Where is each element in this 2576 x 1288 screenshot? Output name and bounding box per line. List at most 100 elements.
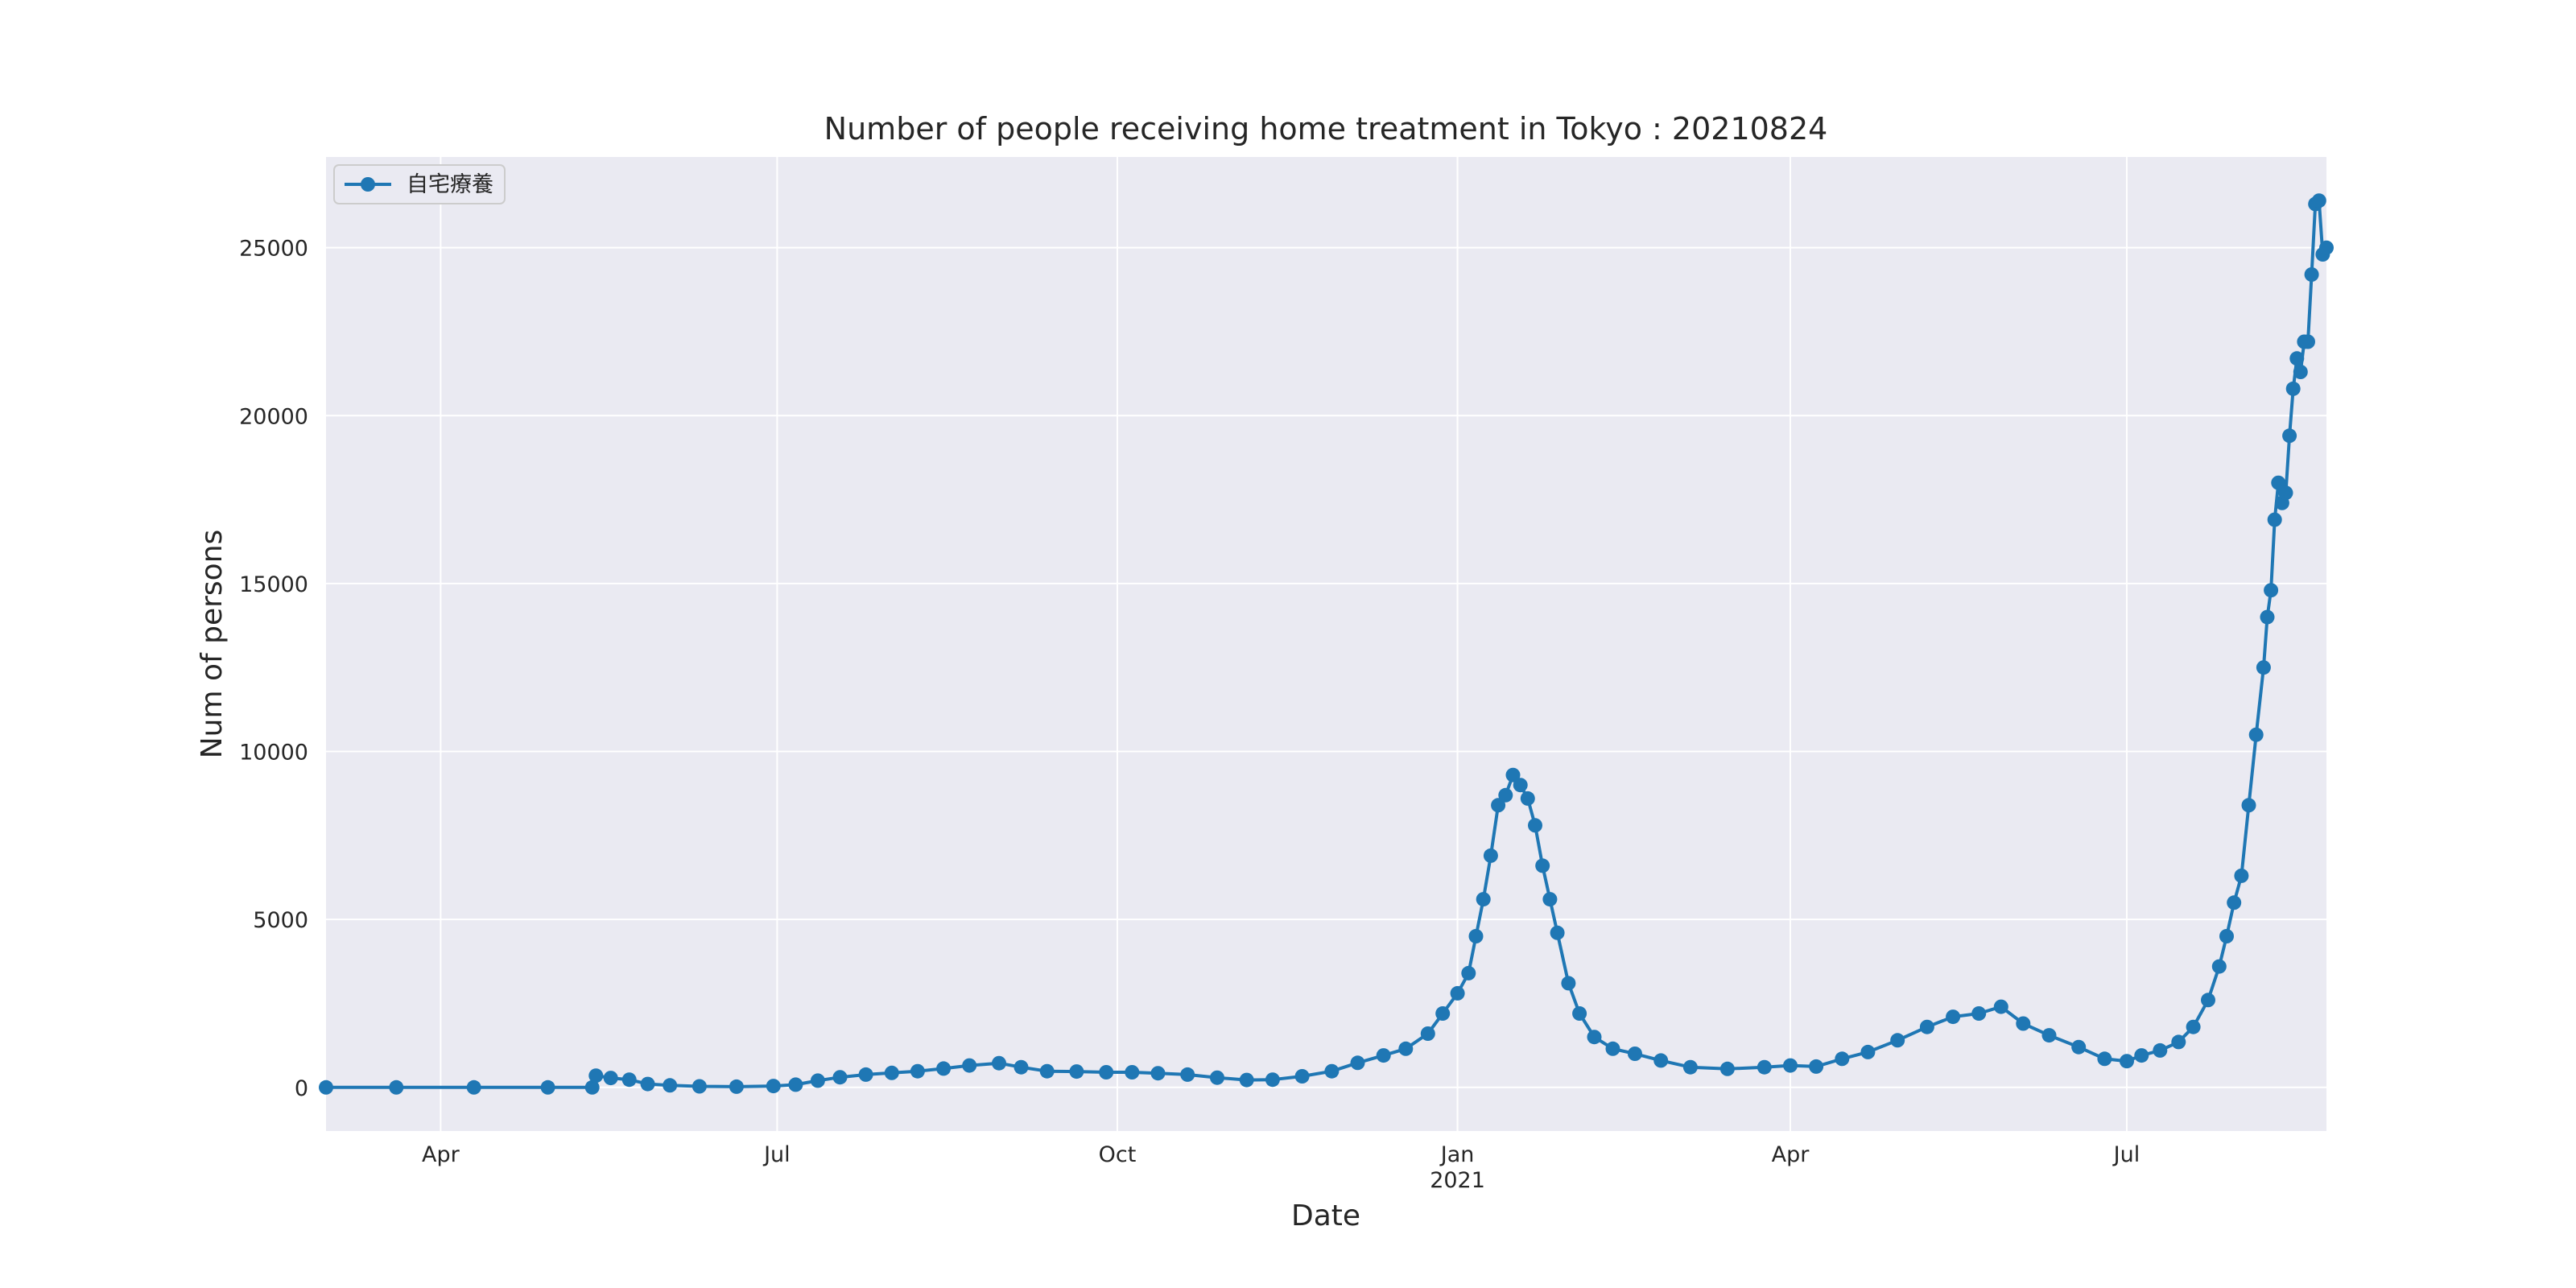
data-point	[936, 1061, 952, 1076]
data-point	[2311, 193, 2326, 208]
data-point	[832, 1070, 848, 1085]
data-point	[1783, 1058, 1798, 1073]
x-tick-label: Jul	[762, 1142, 791, 1167]
data-point	[1294, 1069, 1310, 1084]
data-point	[1505, 767, 1521, 782]
chart-title: Number of people receiving home treatmen…	[824, 111, 1828, 147]
data-point	[1520, 791, 1535, 806]
data-point	[1350, 1055, 1365, 1071]
data-point	[2211, 959, 2227, 974]
data-point	[1919, 1019, 1934, 1034]
y-tick-label: 0	[295, 1076, 308, 1101]
data-point	[1324, 1063, 1340, 1079]
data-point	[1513, 778, 1528, 793]
data-point	[1587, 1030, 1602, 1045]
y-tick-label: 25000	[239, 237, 308, 262]
data-point	[910, 1063, 925, 1079]
x-tick-label: Jan	[1439, 1142, 1475, 1167]
data-point	[1210, 1070, 1224, 1085]
data-point	[1239, 1072, 1254, 1088]
plot-area	[326, 157, 2326, 1131]
x-tick-label: Apr	[1772, 1142, 1810, 1167]
x-tick-label: Apr	[422, 1142, 460, 1167]
data-point	[2271, 475, 2286, 490]
data-point	[810, 1073, 825, 1088]
data-point	[2278, 485, 2293, 501]
x-tick-sublabel: 2021	[1430, 1168, 1485, 1193]
data-point	[1013, 1059, 1029, 1075]
data-point	[2201, 993, 2215, 1008]
data-point	[1719, 1061, 1735, 1076]
data-point	[621, 1072, 637, 1088]
legend-label: 自宅療養	[407, 172, 493, 197]
data-point	[2267, 512, 2282, 527]
data-point	[2153, 1042, 2168, 1058]
data-point	[2289, 351, 2305, 366]
data-point	[1535, 858, 1550, 873]
y-tick-label: 10000	[239, 741, 308, 766]
data-point	[1682, 1059, 1698, 1075]
data-point	[540, 1080, 555, 1095]
data-point	[992, 1055, 1006, 1071]
data-point	[1993, 999, 2008, 1014]
data-point	[2071, 1039, 2087, 1055]
data-point	[2319, 240, 2334, 255]
data-point	[1628, 1046, 1642, 1061]
data-point	[858, 1067, 873, 1082]
data-point	[1398, 1041, 1414, 1056]
data-point	[2041, 1028, 2057, 1043]
data-point	[1069, 1064, 1084, 1080]
data-point	[2186, 1019, 2201, 1034]
data-point	[1890, 1033, 1905, 1048]
data-point	[319, 1080, 333, 1095]
data-point	[1946, 1009, 1961, 1025]
data-point	[588, 1068, 604, 1084]
data-point	[1550, 925, 1565, 940]
data-point	[2097, 1051, 2112, 1067]
data-point	[1605, 1041, 1620, 1056]
data-point	[1420, 1026, 1435, 1041]
data-point	[1468, 929, 1484, 943]
x-axis-label: Date	[1291, 1199, 1360, 1232]
data-point	[2234, 868, 2249, 883]
data-point	[2248, 727, 2264, 742]
data-point	[1561, 976, 1576, 991]
data-point	[2282, 428, 2297, 444]
data-point	[1971, 1006, 1987, 1021]
data-point	[603, 1071, 618, 1086]
data-point	[962, 1058, 977, 1073]
data-point	[1476, 892, 1491, 907]
data-point	[640, 1076, 655, 1092]
data-point	[663, 1078, 678, 1093]
data-point	[2285, 381, 2301, 396]
data-point	[2264, 583, 2279, 598]
data-point	[1498, 787, 1513, 803]
data-point	[766, 1079, 781, 1094]
y-axis-label: Num of persons	[196, 530, 229, 759]
data-point	[691, 1079, 707, 1094]
data-point	[584, 1080, 600, 1095]
data-point	[2260, 609, 2275, 625]
data-point	[1461, 965, 1476, 980]
data-point	[1125, 1065, 1140, 1080]
legend-marker	[361, 177, 375, 192]
data-point	[2171, 1034, 2186, 1050]
data-point	[1542, 892, 1558, 907]
series	[319, 193, 2334, 1095]
data-point	[729, 1079, 744, 1094]
data-point	[389, 1080, 404, 1095]
data-point	[1039, 1063, 1055, 1079]
x-tick-label: Oct	[1099, 1142, 1137, 1167]
data-point	[788, 1077, 803, 1092]
data-point	[1809, 1059, 1824, 1074]
data-point	[466, 1080, 481, 1095]
data-point	[1653, 1053, 1669, 1068]
data-point	[1099, 1065, 1114, 1080]
data-point	[1180, 1067, 1195, 1082]
data-point	[2219, 929, 2234, 943]
data-point	[1376, 1048, 1391, 1063]
data-point	[1860, 1044, 1876, 1059]
data-point	[2256, 660, 2271, 675]
data-point	[2241, 798, 2256, 813]
